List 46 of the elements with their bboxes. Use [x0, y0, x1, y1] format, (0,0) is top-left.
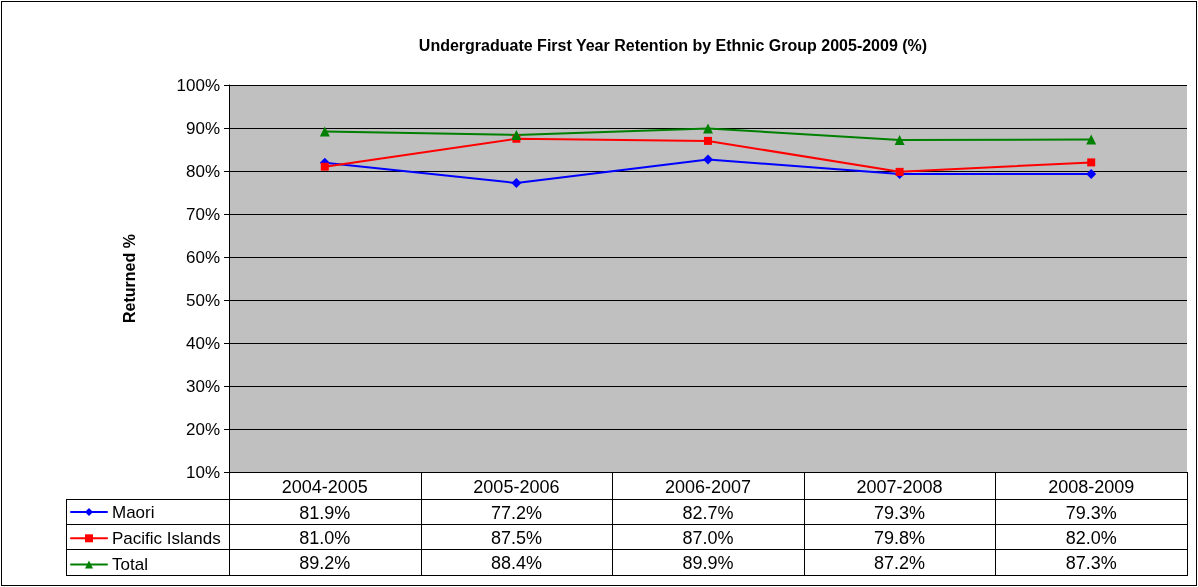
- x-tick-label: 2005-2006: [473, 477, 560, 497]
- data-label: 81.0%: [299, 527, 351, 548]
- x-tick-label: 2007-2008: [856, 477, 943, 497]
- x-tick-label: 2004-2005: [281, 477, 368, 497]
- point: [704, 136, 712, 145]
- data-label: 87.5%: [490, 527, 542, 548]
- data-label: 77.2%: [490, 502, 542, 523]
- data-label: 87.2%: [874, 553, 926, 573]
- point: [319, 126, 330, 137]
- x-tick-label: 2006-2007: [664, 477, 752, 497]
- chart-title: Undergraduate First Year Retention by Ethnic Group 2005-2009 (%): [418, 36, 928, 54]
- point: [1086, 169, 1097, 180]
- y-tick-label: 100%: [176, 75, 220, 95]
- point: [1087, 158, 1096, 167]
- legend-label: Pacific Islands: [112, 528, 221, 548]
- point: [703, 154, 713, 165]
- y-tick-label: 20%: [185, 419, 220, 439]
- data-label: 82.7%: [682, 502, 734, 523]
- legend-label: Total: [112, 555, 148, 574]
- y-tick-label: 90%: [185, 118, 220, 138]
- data-label: 88.4%: [490, 553, 542, 573]
- point: [320, 162, 329, 171]
- y-tick-label: 70%: [185, 204, 220, 224]
- data-label: 82.0%: [1065, 527, 1117, 548]
- y-tick-label: 80%: [185, 161, 220, 181]
- point: [511, 178, 522, 189]
- data-label: 79.8%: [874, 527, 926, 548]
- legend-label: Maori: [112, 502, 155, 522]
- y-tick-label: 60%: [185, 247, 220, 267]
- point: [1086, 134, 1097, 145]
- data-label: 89.2%: [299, 553, 351, 573]
- y-tick-label: 40%: [185, 333, 220, 353]
- data-label: 87.3%: [1065, 553, 1117, 573]
- data-label: 89.9%: [682, 553, 734, 573]
- point: [511, 129, 522, 140]
- point: [703, 123, 713, 134]
- y-tick-label: 10%: [185, 462, 220, 482]
- data-label: 79.3%: [1065, 502, 1117, 523]
- x-tick-label: 2008-2009: [1048, 477, 1135, 497]
- data-label: 79.3%: [874, 502, 926, 523]
- y-tick-label: 30%: [185, 376, 220, 396]
- point: [894, 135, 905, 146]
- data-label: 81.9%: [299, 502, 351, 523]
- data-label: 87.0%: [682, 527, 734, 548]
- y-tick-label: 50%: [185, 290, 220, 310]
- y-axis-title: Returned %: [120, 234, 138, 323]
